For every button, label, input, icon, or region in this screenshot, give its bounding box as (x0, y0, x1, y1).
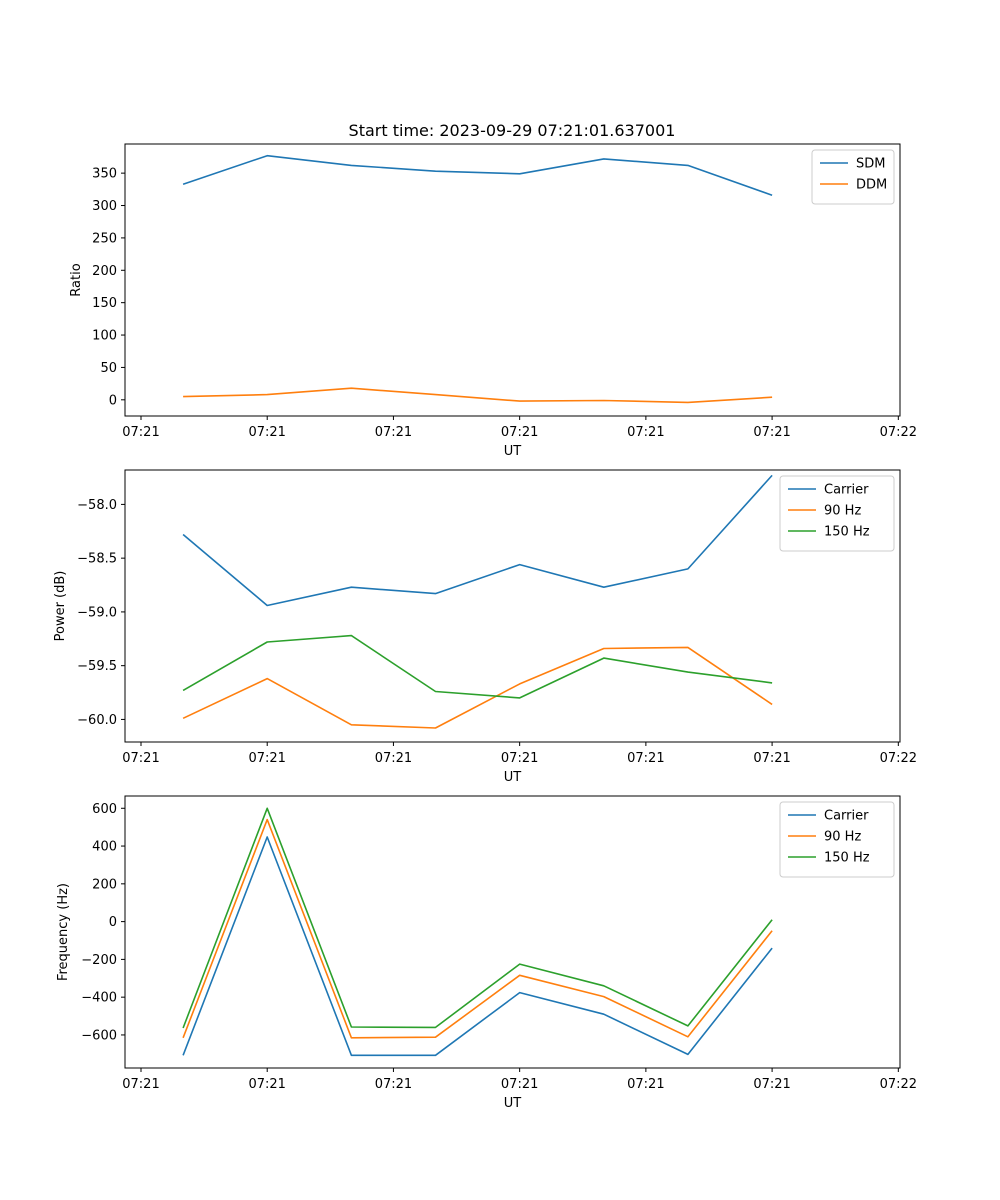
x-tick-label: 07:21 (501, 1077, 538, 1092)
series-line-sdm (182, 154, 773, 196)
y-tick-label: −58.5 (77, 552, 117, 567)
x-tick-label: 07:21 (501, 751, 538, 766)
y-axis-label: Frequency (Hz) (56, 883, 71, 981)
y-tick-label: −400 (81, 991, 117, 1006)
axes-frame (124, 143, 901, 417)
x-tick-label: 07:21 (122, 425, 159, 440)
x-tick-label: 07:21 (122, 1077, 159, 1092)
x-axis-label: UT (504, 1096, 522, 1111)
legend-box (779, 475, 895, 552)
y-tick-label: 350 (92, 167, 117, 182)
plots-container: 07:21 07:21 07:21 07:21 07:21 07:21 07:22 0 50 10… (53, 143, 917, 1111)
y-tick-label: 150 (92, 296, 117, 311)
y-tick-label: 200 (92, 877, 117, 892)
series-line-ddm (183, 387, 773, 404)
x-tick-label: 07:21 (627, 1077, 664, 1092)
series-line-carrier (182, 836, 773, 1057)
x-tick-label: 07:21 (753, 425, 790, 440)
y-tick-label: 50 (100, 361, 117, 376)
axes-frame (124, 469, 901, 743)
y-tick-label: 0 (109, 915, 117, 930)
x-tick-label: 07:21 (627, 425, 664, 440)
y-tick-label: 600 (92, 802, 117, 817)
y-tick-label: −600 (81, 1028, 117, 1043)
legend: Carrier 90 Hz 150 Hz (779, 475, 895, 552)
x-tick-label: 07:22 (880, 425, 917, 440)
legend-label: 150 Hz (824, 525, 870, 540)
y-tick-label: 100 (92, 329, 117, 344)
x-tick-label: 07:21 (248, 425, 285, 440)
x-tick-label: 07:21 (122, 751, 159, 766)
x-tick-label: 07:21 (375, 425, 412, 440)
series-line-90-hz (182, 646, 773, 729)
y-tick-label: −58.0 (77, 498, 117, 513)
x-tick-label: 07:21 (248, 1077, 285, 1092)
x-tick-label: 07:22 (880, 1077, 917, 1092)
subplot-2: 07:21 07:21 07:21 07:21 07:21 07:21 07:22 −60.0… (53, 469, 917, 785)
legend-label: Carrier (824, 483, 869, 498)
legend-label: Carrier (824, 809, 869, 824)
y-tick-label: −59.5 (77, 659, 117, 674)
y-tick-label: 250 (92, 231, 117, 246)
y-tick-label: 300 (92, 199, 117, 214)
legend-label: SDM (856, 157, 885, 172)
series-line-150-hz (182, 807, 773, 1029)
y-tick-label: −59.0 (77, 605, 117, 620)
x-tick-label: 07:21 (375, 1077, 412, 1092)
x-tick-label: 07:21 (501, 425, 538, 440)
legend: SDM DDM (811, 149, 895, 205)
legend-label: DDM (856, 178, 887, 193)
y-tick-label: 0 (109, 393, 117, 408)
y-tick-label: −200 (81, 953, 117, 968)
legend: Carrier 90 Hz 150 Hz (779, 801, 895, 878)
legend-label: 150 Hz (824, 851, 870, 866)
x-axis-label: UT (504, 444, 522, 459)
x-tick-label: 07:21 (627, 751, 664, 766)
chart-title: Start time: 2023-09-29 07:21:01.637001 (349, 121, 676, 140)
x-tick-label: 07:21 (375, 751, 412, 766)
subplot-1: 07:21 07:21 07:21 07:21 07:21 07:21 07:22 0 50 10… (69, 143, 917, 459)
x-tick-label: 07:21 (248, 751, 285, 766)
y-tick-label: 400 (92, 840, 117, 855)
x-axis-label: UT (504, 770, 522, 785)
axes-frame (124, 795, 901, 1069)
series-line-150-hz (182, 634, 773, 699)
y-tick-label: −60.0 (77, 713, 117, 728)
series-line-carrier (182, 474, 773, 607)
x-tick-label: 07:22 (880, 751, 917, 766)
x-tick-label: 07:21 (753, 751, 790, 766)
subplot-3: 07:21 07:21 07:21 07:21 07:21 07:21 07:22 −600 −… (56, 795, 917, 1111)
legend-box (779, 801, 895, 878)
legend-label: 90 Hz (824, 830, 861, 845)
series-line-90-hz (182, 818, 773, 1039)
y-tick-label: 200 (92, 264, 117, 279)
y-axis-label: Power (dB) (53, 571, 68, 642)
y-axis-label: Ratio (69, 263, 84, 296)
legend-label: 90 Hz (824, 504, 861, 519)
x-tick-label: 07:21 (753, 1077, 790, 1092)
